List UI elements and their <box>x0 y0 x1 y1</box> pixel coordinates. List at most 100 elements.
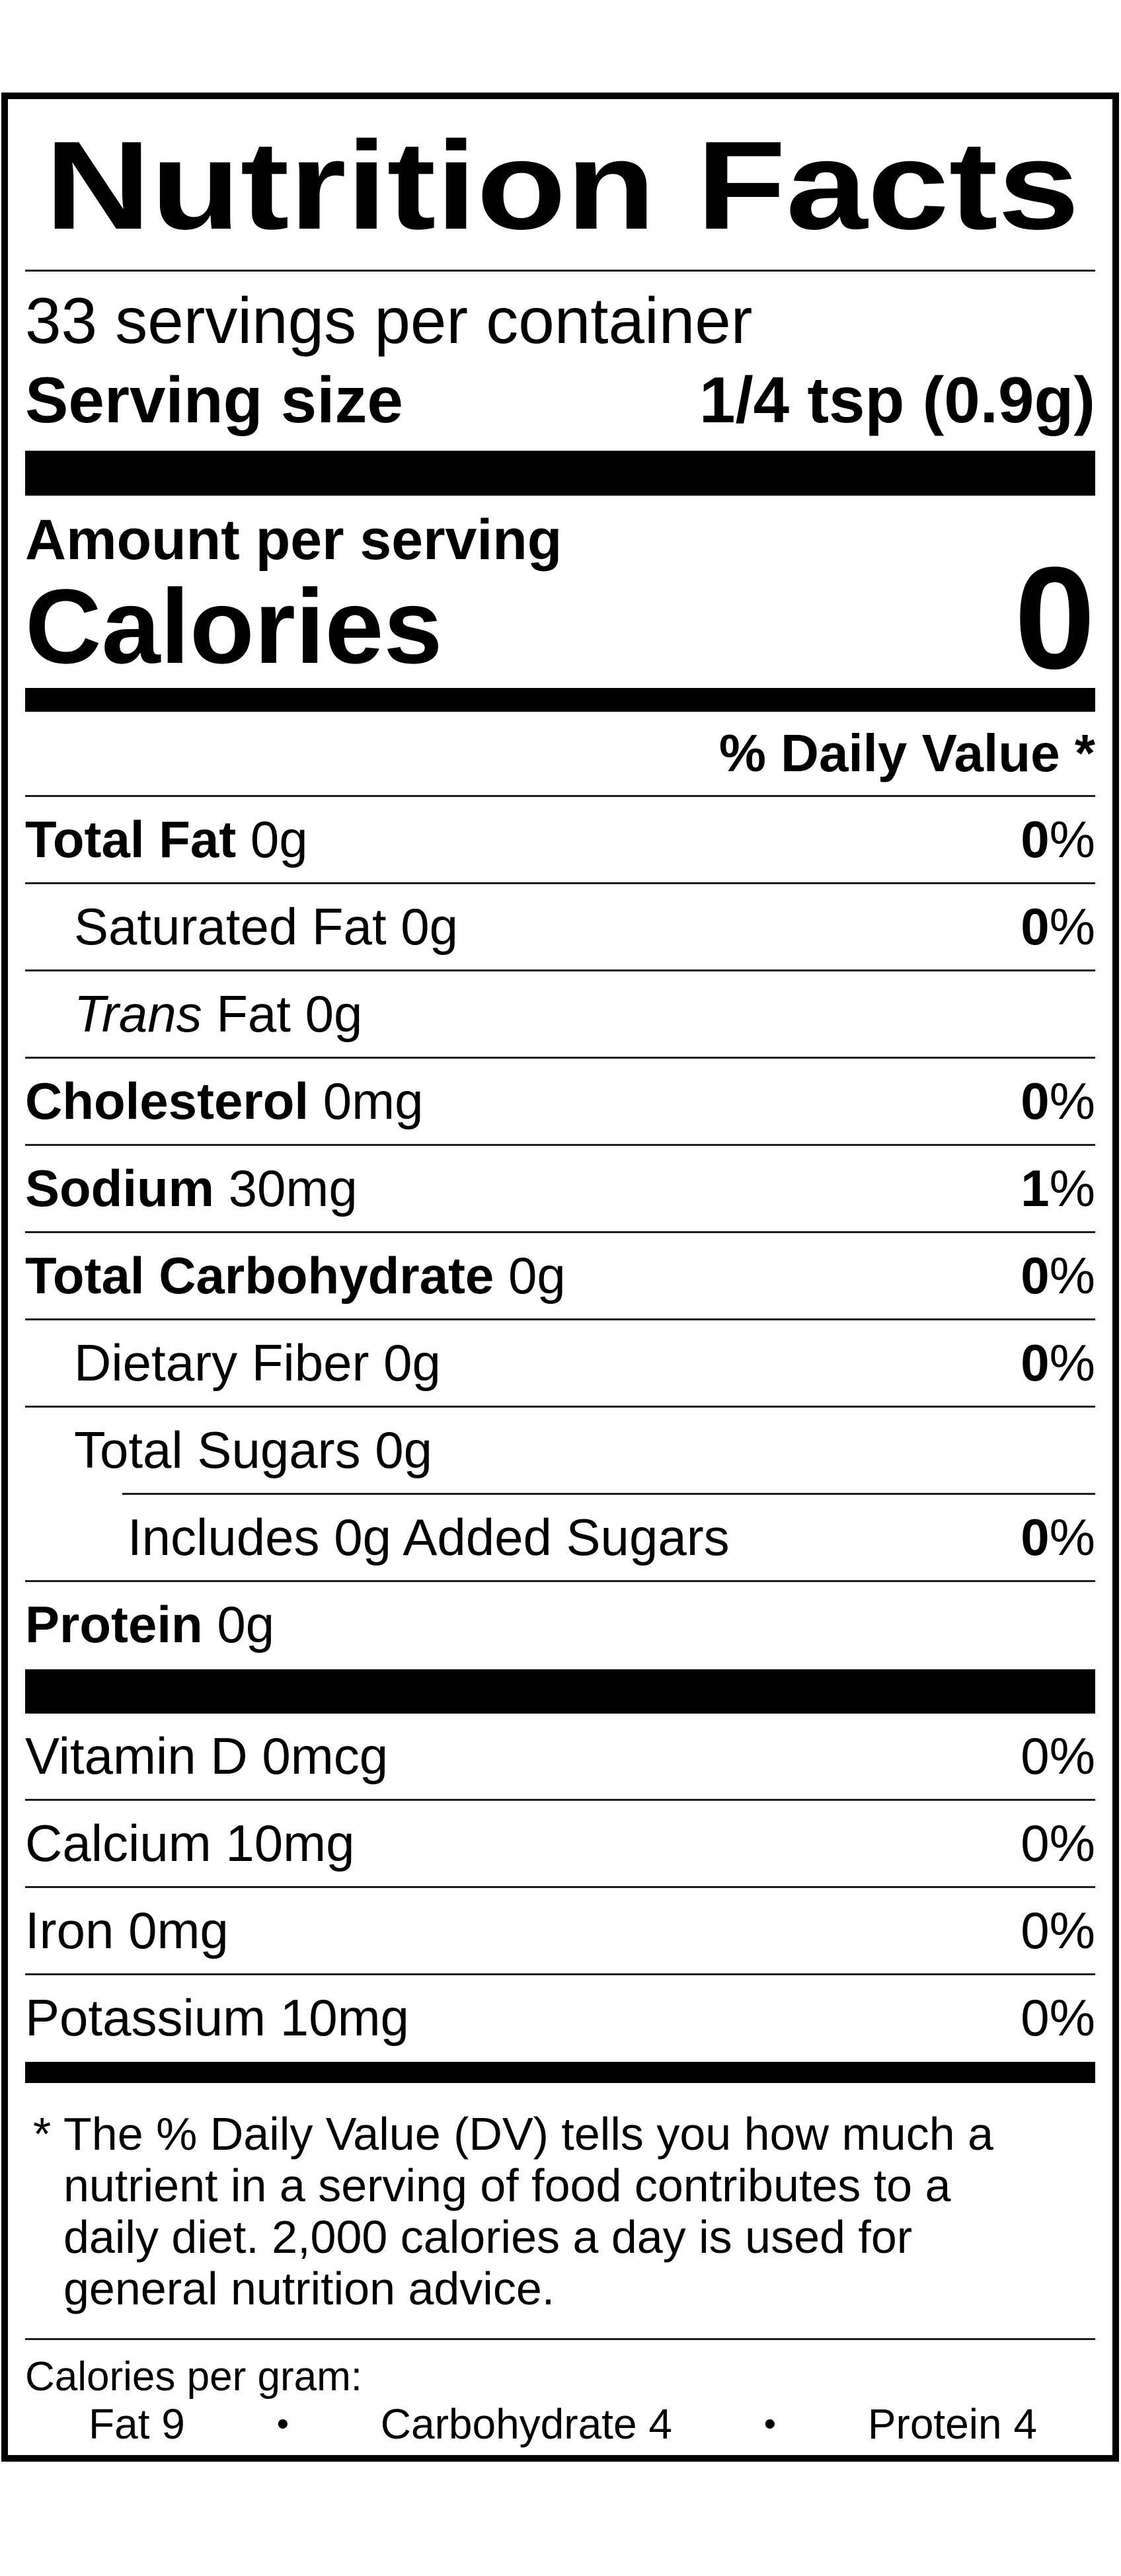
row-cholesterol: Cholesterol 0mg 0% <box>25 1059 1095 1144</box>
rule <box>25 1406 1095 1408</box>
row-total-fat-dv-regular: % <box>1049 810 1095 868</box>
footnote: * The % Daily Value (DV) tells you how m… <box>25 2108 1095 2314</box>
cpg-carbohydrate: Carbohydrate 4 <box>380 2400 672 2448</box>
row-added-sugars: Includes 0g Added Sugars 0% <box>25 1495 1095 1580</box>
row-saturated-fat-regular: Saturated Fat 0g <box>74 897 459 956</box>
row-total-fat: Total Fat 0g 0% <box>25 797 1095 882</box>
row-total-carbohydrate-regular: 0g <box>494 1246 566 1305</box>
thick-divider-bar-middle <box>25 1669 1095 1714</box>
divider-bar-under-calories <box>25 688 1095 712</box>
cpg-protein: Protein 4 <box>867 2400 1037 2448</box>
rule-under-title <box>25 270 1095 272</box>
row-protein-text: Protein 0g <box>25 1582 274 1667</box>
label-title-svg: Nutrition Facts <box>45 130 1079 256</box>
row-saturated-fat-text: Saturated Fat 0g <box>74 884 458 969</box>
row-total-carbohydrate-dv-bold: 0 <box>1021 1246 1050 1305</box>
rule <box>25 882 1095 884</box>
footnote-line-4: general nutrition advice. <box>63 2263 555 2314</box>
row-vitamin-d-text: Vitamin D 0mcg <box>25 1727 389 1785</box>
serving-size-row: Serving size 1/4 tsp (0.9g) <box>25 367 1095 432</box>
row-iron: Iron 0mg 0% <box>25 1888 1095 1973</box>
rule <box>25 1144 1095 1146</box>
row-added-sugars-dv-bold: 0 <box>1021 1508 1050 1566</box>
row-potassium-dv: 0% <box>1021 1989 1095 2047</box>
rule <box>25 795 1095 797</box>
row-total-carbohydrate-bold: Total Carbohydrate <box>25 1246 494 1305</box>
bullet-icon: • <box>763 2405 776 2443</box>
rule <box>25 1231 1095 1233</box>
rule <box>25 1799 1095 1801</box>
row-potassium: Potassium 10mg 0% <box>25 1975 1095 2061</box>
row-sodium-text: Sodium 30mg <box>25 1146 358 1231</box>
row-protein-bold: Protein <box>25 1595 203 1653</box>
nutrient-rows: Total Fat 0g 0% Saturated Fat 0g 0% Tran… <box>25 795 1095 1667</box>
row-added-sugars-text: Includes 0g Added Sugars <box>128 1495 730 1580</box>
rule <box>25 1973 1095 1975</box>
label-title: Nutrition Facts <box>45 130 1079 256</box>
row-added-sugars-dv-regular: % <box>1049 1508 1095 1566</box>
calories-label: Calories <box>25 567 443 685</box>
row-sodium-regular: 30mg <box>214 1159 358 1217</box>
row-saturated-fat: Saturated Fat 0g 0% <box>25 884 1095 969</box>
row-total-sugars-text: Total Sugars 0g <box>74 1408 432 1493</box>
row-sodium-bold: Sodium <box>25 1159 214 1217</box>
amount-per-serving-label: Amount per serving <box>25 508 562 572</box>
row-protein: Protein 0g <box>25 1582 1095 1667</box>
row-cholesterol-regular: 0mg <box>309 1072 424 1130</box>
row-dietary-fiber-dv: 0% <box>1021 1320 1095 1406</box>
row-cholesterol-dv-regular: % <box>1049 1072 1095 1130</box>
micronutrient-rows: Vitamin D 0mcg 0% Calcium 10mg 0% Iron 0… <box>25 1714 1095 2061</box>
label-inner: Nutrition Facts 33 servings per containe… <box>8 99 1112 2455</box>
cpg-fat: Fat 9 <box>89 2400 185 2448</box>
rule <box>25 1057 1095 1059</box>
calories-per-gram-heading: Calories per gram: <box>25 2354 362 2400</box>
footnote-text: The % Daily Value (DV) tells you how muc… <box>63 2108 993 2314</box>
calories-per-gram-row: Fat 9 • Carbohydrate 4 • Protein 4 <box>25 2403 1095 2445</box>
row-trans-fat-text: Trans Fat 0g <box>74 971 362 1057</box>
nutrition-facts-label: Nutrition Facts 33 servings per containe… <box>1 93 1119 2462</box>
row-dietary-fiber-dv-regular: % <box>1049 1334 1095 1392</box>
row-potassium-text: Potassium 10mg <box>25 1989 409 2047</box>
footnote-line-1: The % Daily Value (DV) tells you how muc… <box>63 2108 994 2160</box>
row-trans-fat: Trans Fat 0g <box>25 971 1095 1057</box>
row-trans-fat-italic: Trans <box>74 985 202 1043</box>
servings-per-container: 33 servings per container <box>25 284 753 357</box>
rule <box>25 1580 1095 1582</box>
row-sodium-dv: 1% <box>1021 1146 1095 1231</box>
row-dietary-fiber-regular: Dietary Fiber 0g <box>74 1334 441 1392</box>
calories-value: 0 <box>1014 537 1095 699</box>
bullet-icon: • <box>276 2405 289 2443</box>
row-total-fat-dv-bold: 0 <box>1021 810 1050 868</box>
rule-above-calories-per-gram <box>25 2338 1095 2340</box>
row-cholesterol-bold: Cholesterol <box>25 1072 309 1130</box>
serving-size-value: 1/4 tsp (0.9g) <box>699 363 1095 436</box>
row-iron-text: Iron 0mg <box>25 1901 229 1959</box>
footnote-line-2: nutrient in a serving of food contribute… <box>63 2160 951 2211</box>
footnote-line-3: daily diet. 2,000 calories a day is used… <box>63 2211 913 2263</box>
partial-rule <box>122 1493 1095 1495</box>
thick-divider-bar-top <box>25 451 1095 496</box>
row-total-fat-bold: Total Fat <box>25 810 237 868</box>
row-dietary-fiber-dv-bold: 0 <box>1021 1334 1050 1392</box>
row-added-sugars-regular: Includes 0g Added Sugars <box>128 1508 730 1566</box>
rule <box>25 1886 1095 1888</box>
daily-value-header: % Daily Value * <box>718 724 1095 782</box>
divider-bar-above-footnote <box>25 2062 1095 2083</box>
row-protein-regular: 0g <box>202 1595 275 1653</box>
serving-size-label: Serving size <box>25 363 403 436</box>
footnote-asterisk: * <box>33 2108 52 2160</box>
row-calcium-text: Calcium 10mg <box>25 1814 355 1872</box>
row-total-carbohydrate-text: Total Carbohydrate 0g <box>25 1233 566 1318</box>
row-calcium: Calcium 10mg 0% <box>25 1801 1095 1886</box>
row-dietary-fiber: Dietary Fiber 0g 0% <box>25 1320 1095 1406</box>
row-added-sugars-dv: 0% <box>1021 1495 1095 1580</box>
row-calcium-dv: 0% <box>1021 1814 1095 1872</box>
row-vitamin-d-dv: 0% <box>1021 1727 1095 1785</box>
rule <box>25 1318 1095 1320</box>
row-saturated-fat-dv-regular: % <box>1049 897 1095 956</box>
row-total-carbohydrate-dv: 0% <box>1021 1233 1095 1318</box>
row-total-sugars: Total Sugars 0g <box>25 1408 1095 1493</box>
row-total-fat-text: Total Fat 0g <box>25 797 308 882</box>
row-saturated-fat-dv: 0% <box>1021 884 1095 969</box>
row-total-fat-regular: 0g <box>236 810 308 868</box>
